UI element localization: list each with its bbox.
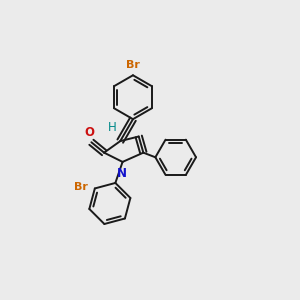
Text: H: H (108, 121, 117, 134)
Text: N: N (116, 167, 126, 180)
Text: O: O (84, 126, 94, 139)
Text: Br: Br (74, 182, 88, 192)
Text: Br: Br (126, 60, 140, 70)
